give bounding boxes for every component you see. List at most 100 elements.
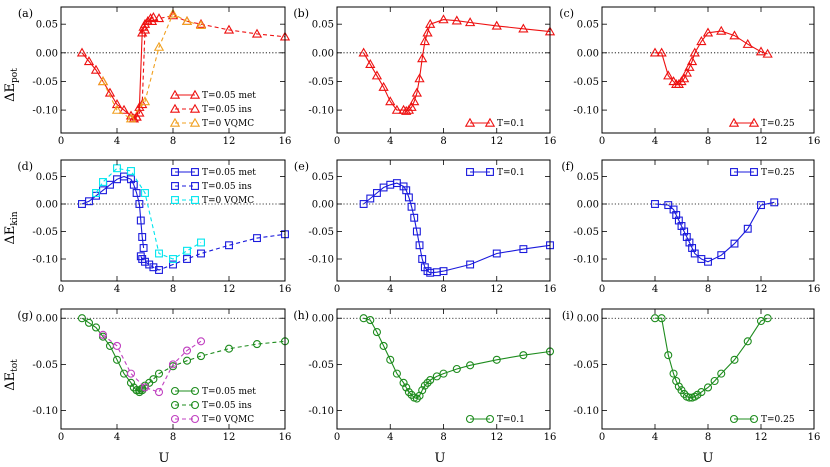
legend-entry: T=0.1 — [497, 168, 525, 178]
data-point — [139, 24, 151, 34]
x-tick-label: 16 — [808, 136, 821, 147]
series-group — [359, 179, 554, 277]
x-tick-label: 4 — [114, 284, 120, 295]
panel-label: (a) — [18, 7, 33, 20]
x-tick-label: 8 — [170, 284, 176, 295]
data-point — [657, 314, 666, 323]
y-tick-label: -0.05 — [573, 360, 599, 371]
data-point — [756, 316, 766, 326]
x-tick-label: 12 — [223, 136, 236, 147]
y-tick-label: -0.05 — [32, 77, 58, 88]
legend-marker — [170, 400, 180, 410]
panel-label: (b) — [293, 7, 309, 20]
plot-frame — [601, 308, 815, 430]
legend-marker — [189, 117, 201, 127]
legend: T=0.05 met T=0.05 ins T=0 VQMC — [170, 386, 256, 425]
legend-entry: T=0.05 met — [202, 387, 256, 397]
data-point — [406, 101, 417, 111]
data-point — [97, 76, 109, 86]
data-point — [183, 255, 191, 263]
legend-marker — [169, 117, 181, 127]
y-axis-label-row3: ΔEtot — [3, 359, 20, 391]
data-point — [181, 16, 193, 26]
data-point — [704, 257, 712, 266]
legend-marker — [749, 414, 759, 424]
legend-marker — [466, 168, 474, 176]
data-point — [438, 14, 449, 24]
legend: T=0.1 — [464, 117, 525, 129]
data-point — [682, 233, 691, 241]
plot-frame — [601, 6, 815, 134]
y-label-sub: pot — [10, 68, 20, 83]
data-point — [717, 369, 726, 378]
panel-label: (c) — [559, 7, 574, 20]
y-tick-label: 0.05 — [36, 172, 58, 183]
data-point — [125, 113, 137, 123]
data-point — [392, 369, 401, 378]
y-tick-label: 0.00 — [36, 48, 58, 59]
legend: T=0.1 — [466, 168, 525, 178]
y-tick-label: 0.05 — [312, 172, 334, 183]
legend-marker — [464, 117, 476, 127]
x-tick-label: 12 — [755, 284, 768, 295]
legend-entry: T=0.05 met — [202, 168, 256, 178]
x-axis-label-col2: U — [435, 451, 446, 466]
x-tick-label: 16 — [808, 284, 821, 295]
panel-label: (g) — [17, 309, 33, 322]
data-point — [407, 202, 416, 211]
data-point — [118, 104, 130, 114]
data-point — [112, 355, 122, 364]
data-point — [149, 375, 158, 384]
data-point — [411, 87, 423, 97]
panel-f: 0 4 8 12 16 0.05 0.00 -0.05 -0.10 (f) T=0.25 — [561, 159, 821, 295]
data-point — [99, 178, 107, 186]
data-point — [138, 255, 147, 263]
legend-entry: T=0.05 ins — [202, 182, 252, 192]
data-point — [372, 328, 381, 337]
x-tick-label: 4 — [387, 284, 393, 295]
x-tick-label: 4 — [652, 284, 658, 295]
y-label-main: ΔE — [3, 83, 18, 102]
data-point — [677, 222, 686, 230]
legend: T=0.05 met T=0.05 ins T=0 VQMC — [171, 168, 256, 206]
data-point — [182, 346, 192, 355]
legend-entry: T=0 VQMC — [202, 415, 254, 425]
data-point — [183, 246, 191, 255]
data-point — [127, 167, 135, 175]
y-tick-label: -0.05 — [32, 227, 58, 238]
y-tick-label: -0.10 — [308, 106, 334, 117]
y-tick-label: -0.10 — [573, 255, 599, 266]
panel-b: 0 4 8 12 16 0.05 0.00 -0.05 -0.10 (b) T=0.1 — [293, 6, 556, 147]
data-point — [111, 99, 123, 109]
data-point — [195, 20, 207, 30]
data-point — [403, 104, 415, 114]
data-point — [404, 388, 413, 397]
panel-label: (d) — [17, 160, 33, 173]
data-point — [681, 67, 692, 77]
panel-d: 0 4 8 12 160.050.00-0.05-0.10(d) T=0.05 metT=… — [17, 159, 291, 295]
x-axis-label-col1: U — [159, 451, 170, 466]
data-point — [673, 79, 684, 89]
data-point — [697, 388, 706, 397]
data-point — [195, 18, 207, 28]
series-group — [651, 198, 779, 266]
data-point — [419, 36, 431, 46]
panel-a: 0 4 8 12 160.050.00-0.05-0.10(a)T=0.05 metT=… — [18, 6, 291, 147]
legend-marker — [191, 168, 199, 176]
data-point — [730, 355, 739, 364]
data-point — [358, 47, 369, 57]
y-label-main: ΔE — [3, 372, 18, 391]
legend-entry: T=0.25 — [761, 168, 795, 178]
data-point — [651, 200, 659, 208]
data-point — [763, 314, 772, 323]
data-point — [182, 356, 192, 365]
data-point — [85, 197, 93, 206]
legend-marker — [190, 414, 200, 424]
legend-marker — [191, 196, 199, 204]
legend-marker — [730, 168, 738, 176]
data-point — [689, 47, 700, 57]
x-tick-label: 0 — [599, 432, 605, 443]
data-point — [111, 104, 123, 114]
y-axis-label-row2: ΔEkin — [3, 211, 20, 244]
data-point — [676, 76, 687, 86]
